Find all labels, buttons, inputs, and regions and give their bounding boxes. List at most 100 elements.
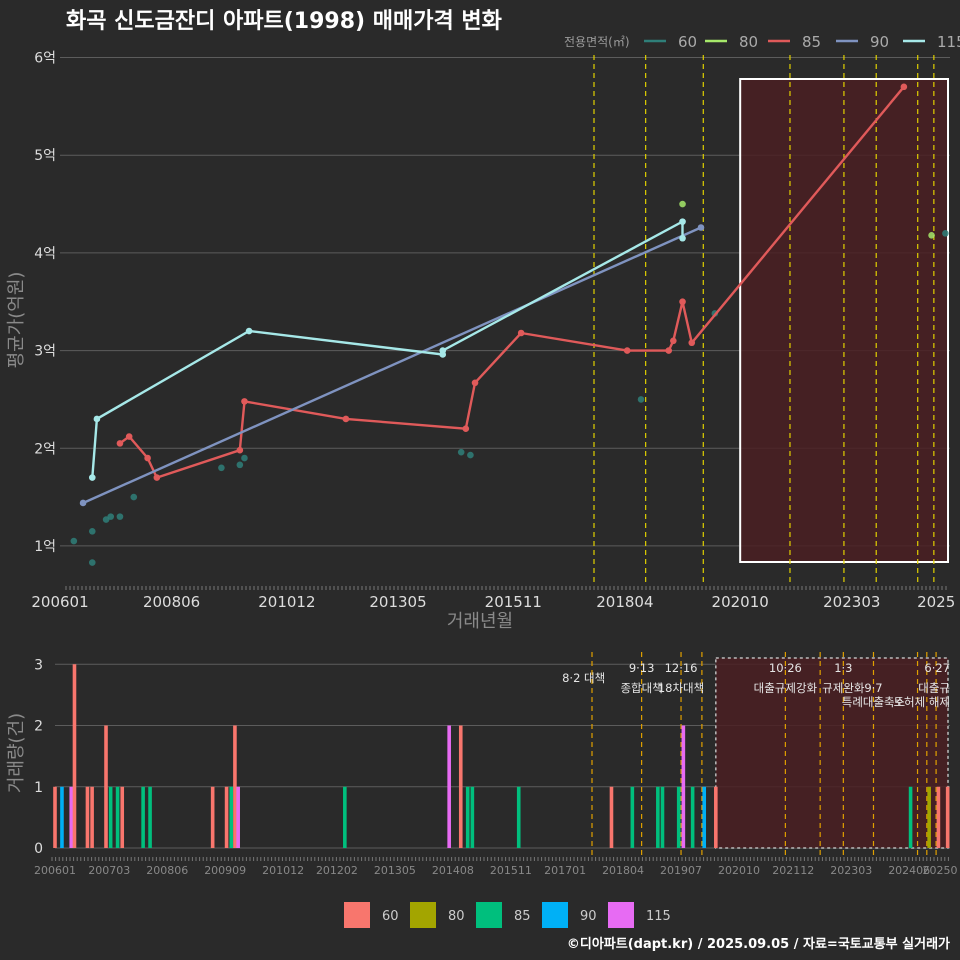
price-point-60 [130, 493, 138, 501]
volume-x-tick-label: 202406 [888, 864, 930, 877]
volume-bar-85 [630, 786, 635, 848]
price-point-85 [623, 347, 631, 354]
price-series-60 [70, 230, 949, 566]
volume-x-tick-label: 200601 [34, 864, 76, 877]
volume-x-tick-label: 201305 [374, 864, 416, 877]
price-point-60 [88, 527, 96, 535]
volume-y-tick-label: 0 [34, 841, 43, 857]
volume-bar-115 [447, 725, 451, 848]
volume-legend-swatch-60 [344, 902, 370, 928]
volume-x-tick-label: 201012 [262, 864, 304, 877]
price-point-85 [116, 440, 124, 447]
policy-annotation: 대출규제강화 [754, 681, 818, 695]
price-point-90 [697, 224, 705, 231]
price-x-tick-label: 201305 [369, 593, 426, 611]
volume-bar-85 [465, 786, 470, 848]
policy-annotation: 대출규 [918, 681, 950, 695]
price-legend-label-115: 115 [937, 33, 960, 51]
volume-y-tick-label: 2 [34, 719, 43, 735]
volume-bar-60 [936, 786, 941, 848]
price-point-60 [241, 454, 248, 462]
price-point-115 [679, 218, 686, 225]
price-point-85 [241, 398, 248, 405]
volume-x-axis: 200601 200703 200806 200909 201012 201202 2013… [34, 857, 958, 877]
price-point-115 [93, 415, 101, 423]
volume-bar-85 [908, 786, 913, 848]
policy-annotation: 8·2 대책 [562, 671, 605, 685]
price-point-60 [637, 396, 645, 403]
price-x-tick-label: 202303 [823, 593, 880, 611]
price-point-85 [462, 425, 470, 433]
price-series-90 [79, 224, 705, 507]
volume-bar-85 [229, 786, 234, 848]
volume-legend-label-85: 85 [514, 909, 531, 924]
policy-annotation: 9·7 [864, 681, 882, 695]
price-point-85 [900, 83, 908, 91]
volume-y-axis: 0 1 2 3 [34, 657, 43, 857]
volume-legend-swatch-85 [476, 902, 502, 928]
price-x-tick-label: 201012 [258, 593, 315, 611]
volume-legend-swatch-115 [608, 902, 634, 928]
price-y-tick-label: 3억 [34, 344, 56, 360]
volume-legend-swatch-80 [410, 902, 436, 928]
price-point-90 [79, 499, 87, 507]
price-x-axis: 200601 200806 201012 201305 201511 201804 2020… [31, 586, 955, 611]
price-point-80 [679, 200, 686, 208]
price-point-115 [679, 234, 686, 242]
volume-bar-60 [85, 786, 90, 848]
price-point-60 [107, 513, 115, 520]
volume-bar-115 [236, 786, 240, 848]
volume-bar-85 [141, 786, 145, 848]
price-x-tick-label: 202010 [712, 593, 769, 611]
policy-annotation: 18차대책 [658, 681, 704, 695]
volume-bars [53, 664, 950, 848]
volume-bar-85 [660, 786, 665, 848]
volume-legend-label-90: 90 [580, 909, 597, 924]
policy-annotation: 6·27 [924, 661, 950, 675]
price-panel: 1억 2억 3억 4억 5억 6억 200601 200806 201012 201305 201… [6, 33, 960, 632]
price-point-115 [245, 327, 253, 335]
price-x-tick-label: 201511 [485, 593, 542, 611]
price-point-80 [928, 232, 935, 239]
price-legend-label-90: 90 [870, 33, 889, 51]
chart-title: 화곡 신도금잔디 아파트(1998) 매매가격 변화 [66, 9, 502, 34]
volume-bar-60 [120, 786, 125, 848]
price-series-80 [679, 200, 935, 239]
volume-x-tick-label: 200703 [88, 864, 130, 877]
volume-bar-60 [714, 786, 718, 848]
price-y-tick-label: 5억 [34, 148, 56, 164]
policy-annotation: 9·13 [629, 661, 655, 675]
volume-y-axis-title: 거래량(건) [6, 713, 27, 793]
price-point-60 [236, 461, 244, 469]
policy-annotation: 10·26 [769, 661, 802, 675]
policy-annotation: 토허제 해제 [893, 695, 950, 709]
price-y-tick-label: 1억 [34, 539, 56, 555]
price-x-tick-label: 2025 [917, 593, 955, 611]
volume-bar-85 [690, 786, 695, 848]
price-policy-lines [593, 55, 935, 585]
volume-x-tick-label: 200806 [146, 864, 188, 877]
volume-legend-label-80: 80 [448, 909, 465, 924]
price-x-tick-label: 200806 [143, 593, 200, 611]
volume-bar-85 [343, 786, 347, 848]
volume-bar-115 [681, 725, 686, 848]
price-legend-label-80: 80 [739, 33, 758, 51]
volume-bar-115 [69, 786, 74, 848]
price-y-tick-label: 2억 [34, 441, 56, 457]
price-point-85 [688, 339, 696, 347]
price-y-tick-label: 6억 [34, 51, 56, 67]
volume-legend-swatch-90 [542, 902, 568, 928]
policy-annotation: 종합대책 [620, 681, 662, 695]
volume-x-tick-label: 201907 [660, 864, 702, 877]
volume-x-tick-label: 201701 [544, 864, 586, 877]
price-series-115 [88, 218, 686, 481]
credit-text: ©디아파트(dapt.kr) / 2025.09.05 / 자료=국토교통부 실… [567, 936, 950, 952]
price-point-85 [471, 379, 479, 387]
volume-x-tick-label: 202112 [772, 864, 814, 877]
volume-bar-85 [516, 786, 521, 848]
volume-x-tick-label: 202303 [830, 864, 872, 877]
policy-annotation: 특례대출축소 [842, 695, 905, 709]
